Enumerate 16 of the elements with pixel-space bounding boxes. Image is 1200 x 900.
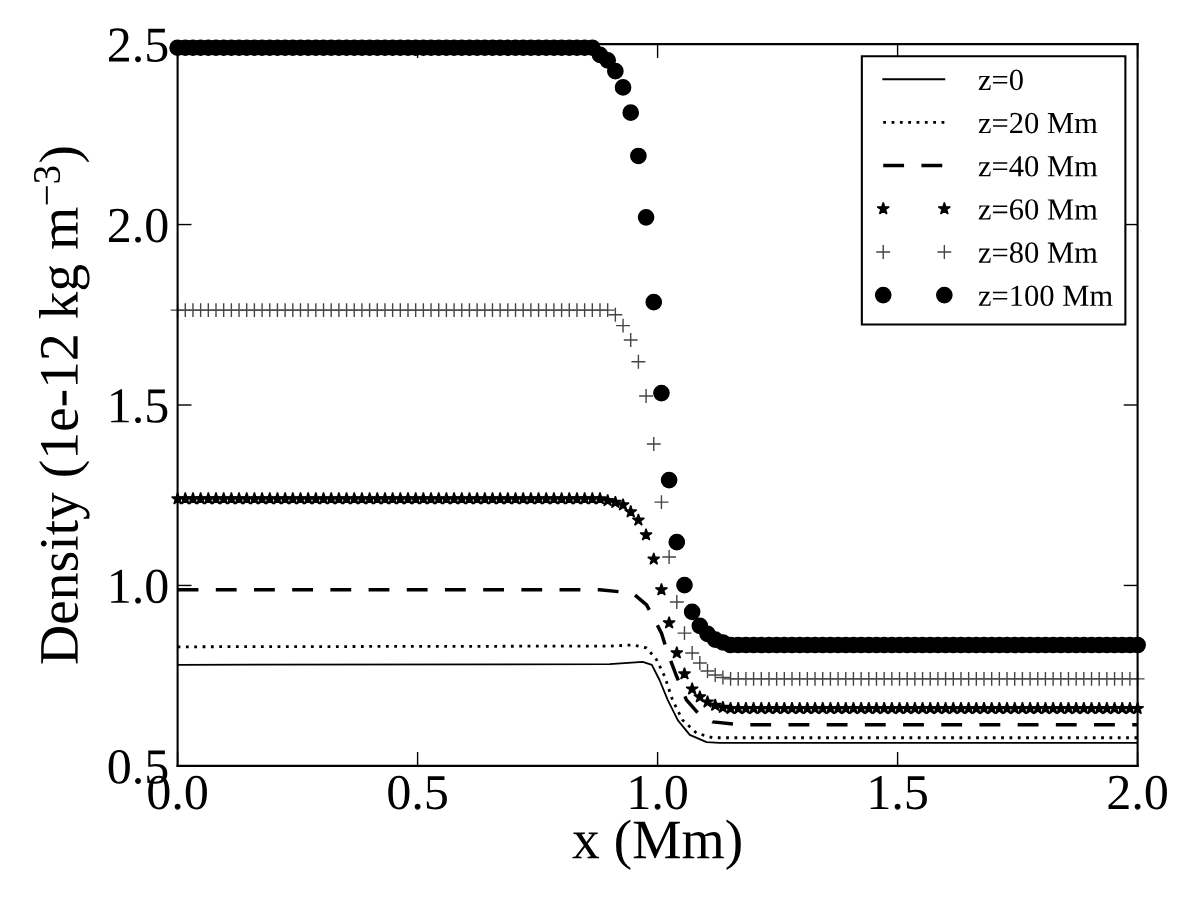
legend-label: z=80 Mm <box>978 242 1098 263</box>
legend-label: z=20 Mm <box>978 112 1098 134</box>
legend-label: z=60 Mm <box>978 199 1098 220</box>
y-tick-label: 1.0 <box>111 569 168 604</box>
x-tick-label: 1.0 <box>630 775 687 810</box>
y-axis-title: Density (1e-12 kg m$^{−3}$) <box>33 147 90 664</box>
x-axis-title: x (Mm) <box>572 819 741 870</box>
x-tick-label: 0.5 <box>388 775 447 810</box>
y-tick-label: 2.0 <box>108 208 168 243</box>
legend-label: z=100 Mm <box>978 285 1113 307</box>
y-tick-label: 1.5 <box>111 389 168 424</box>
legend-label: z=0 <box>978 69 1023 91</box>
x-tick-label: 2.0 <box>1108 775 1167 810</box>
legend-label: z=40 Mm <box>978 155 1098 177</box>
x-tick-label: 1.5 <box>870 775 927 810</box>
y-tick-label: 2.5 <box>108 28 168 63</box>
